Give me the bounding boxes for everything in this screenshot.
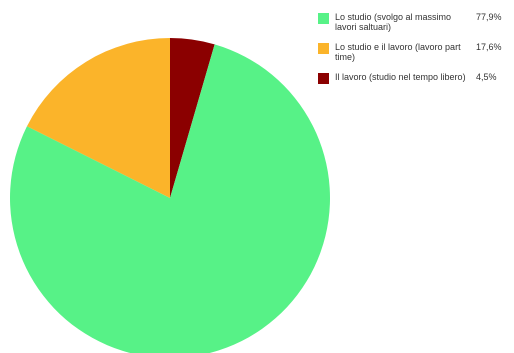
pie-slice-lavoro <box>170 38 215 198</box>
pie-slice-studio-lavoro <box>26 38 171 198</box>
pie-slices <box>10 38 330 353</box>
legend-item-studio: Lo studio (svolgo al massimo lavori salt… <box>318 12 508 32</box>
legend-value: 4,5% <box>476 72 497 82</box>
legend-item-lavoro: Il lavoro (studio nel tempo libero) 4,5% <box>318 72 508 84</box>
legend-swatch <box>318 73 329 84</box>
legend: Lo studio (svolgo al massimo lavori salt… <box>318 12 508 94</box>
legend-swatch <box>318 43 329 54</box>
legend-value: 77,9% <box>476 12 502 22</box>
legend-label: Il lavoro (studio nel tempo libero) <box>335 72 466 82</box>
legend-swatch <box>318 13 329 24</box>
legend-item-studio-lavoro: Lo studio e il lavoro (lavoro part time)… <box>318 42 508 62</box>
legend-label: Lo studio e il lavoro (lavoro part time) <box>335 42 461 62</box>
legend-label: Lo studio (svolgo al massimo lavori salt… <box>335 12 452 32</box>
pie-slice-studio <box>10 44 330 353</box>
legend-value: 17,6% <box>476 42 502 52</box>
